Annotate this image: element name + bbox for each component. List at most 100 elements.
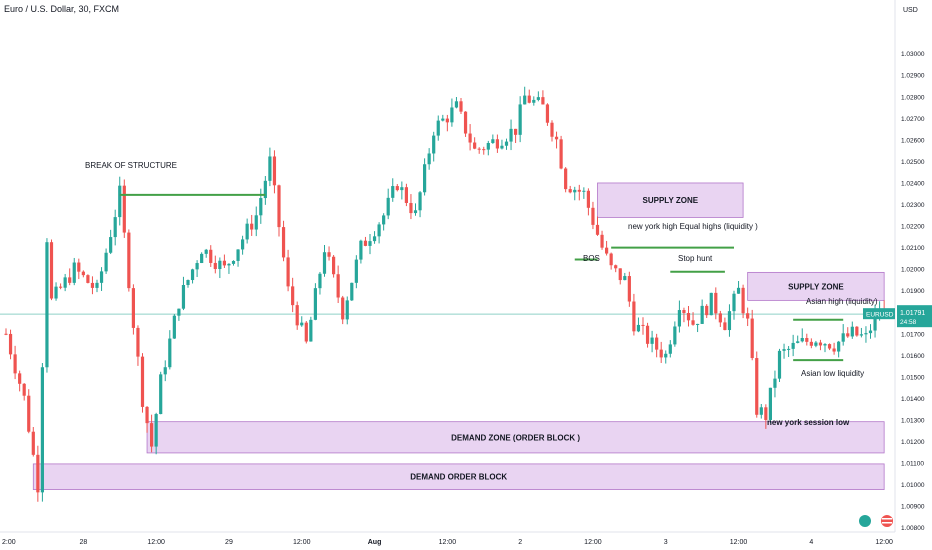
candle — [736, 287, 741, 294]
candle — [181, 284, 186, 309]
chart-title: Euro / U.S. Dollar, 30, FXCM — [4, 4, 120, 14]
candle — [659, 349, 663, 358]
y-tick-label: 1.02200 — [901, 224, 925, 231]
candle — [868, 330, 873, 334]
candle — [746, 313, 750, 319]
candle — [68, 277, 72, 283]
candle — [322, 252, 327, 274]
candle — [837, 341, 841, 352]
zone-label-3: DEMAND ORDER BLOCK — [410, 473, 507, 482]
candle — [850, 326, 854, 337]
candle — [363, 240, 368, 246]
candle — [140, 356, 145, 407]
candle — [222, 260, 226, 266]
candle — [327, 252, 331, 257]
candle — [859, 334, 863, 336]
candle — [714, 292, 718, 314]
candle — [864, 333, 868, 335]
price-axis-currency: USD — [903, 7, 918, 14]
candle — [636, 324, 641, 332]
candle — [104, 252, 108, 272]
x-tick-label: 4 — [809, 539, 813, 546]
candle — [873, 313, 877, 331]
y-tick-label: 1.02600 — [901, 137, 925, 144]
candle — [673, 326, 677, 345]
candle — [545, 104, 550, 123]
candle — [445, 118, 449, 123]
y-tick-label: 1.01000 — [901, 482, 925, 489]
candle — [764, 407, 768, 420]
candle — [482, 149, 486, 151]
candle — [645, 325, 650, 344]
y-tick-label: 1.00800 — [901, 525, 925, 532]
candle — [122, 185, 126, 233]
candle — [413, 210, 418, 214]
flag-icon[interactable] — [881, 515, 893, 527]
candle — [423, 164, 427, 193]
candle — [113, 217, 117, 238]
candle — [582, 190, 586, 192]
candle — [809, 341, 813, 346]
candle — [559, 139, 563, 169]
candle — [605, 247, 609, 254]
candle — [641, 324, 645, 326]
candle — [218, 260, 222, 270]
candle — [286, 257, 290, 287]
candle — [586, 190, 590, 208]
candle — [332, 256, 336, 275]
candle — [664, 353, 668, 358]
candle — [391, 186, 395, 198]
candle — [295, 305, 299, 326]
candle — [509, 128, 513, 142]
candle — [49, 242, 54, 299]
candle — [718, 313, 722, 323]
zone-3 — [32, 463, 885, 490]
candle — [650, 337, 654, 344]
candle — [577, 189, 581, 192]
candle — [632, 301, 636, 332]
candle — [177, 308, 181, 316]
price-badge — [897, 305, 932, 328]
candle — [172, 315, 176, 339]
candle — [404, 187, 408, 203]
candle — [732, 293, 736, 312]
zone-1 — [747, 271, 885, 301]
candle — [350, 282, 354, 301]
y-tick-label: 1.01600 — [901, 353, 925, 360]
candle — [359, 240, 363, 260]
candle — [454, 101, 459, 108]
annotation-label-0: BREAK OF STRUCTURE — [85, 161, 177, 170]
candle — [195, 263, 199, 270]
candle — [514, 128, 518, 135]
x-tick-label: Aug — [368, 539, 382, 546]
candle — [59, 286, 63, 288]
y-tick-label: 1.01300 — [901, 417, 925, 424]
candle — [805, 337, 809, 342]
annotation-label-3: Stop hunt — [678, 254, 713, 263]
y-tick-label: 1.01400 — [901, 396, 925, 403]
candle — [86, 275, 90, 283]
candle — [432, 135, 436, 154]
candle — [18, 373, 22, 384]
candle — [614, 265, 618, 269]
flag-icon-stripe — [882, 522, 892, 524]
candle — [209, 249, 213, 263]
candle — [723, 322, 727, 331]
candle — [791, 342, 795, 349]
candle — [655, 337, 659, 350]
candle — [409, 202, 413, 214]
candle — [27, 395, 31, 432]
candle — [13, 354, 17, 374]
zone-label-0: SUPPLY ZONE — [643, 196, 699, 205]
candle — [773, 378, 777, 388]
y-tick-label: 1.02700 — [901, 116, 925, 123]
price-badge-countdown: 24:58 — [900, 319, 917, 326]
y-tick-label: 1.01100 — [901, 461, 924, 468]
candle — [395, 186, 399, 191]
market-status-icon[interactable] — [859, 515, 871, 527]
candle — [190, 269, 195, 281]
candle — [550, 122, 554, 137]
candle — [72, 262, 76, 283]
candle — [668, 344, 672, 354]
